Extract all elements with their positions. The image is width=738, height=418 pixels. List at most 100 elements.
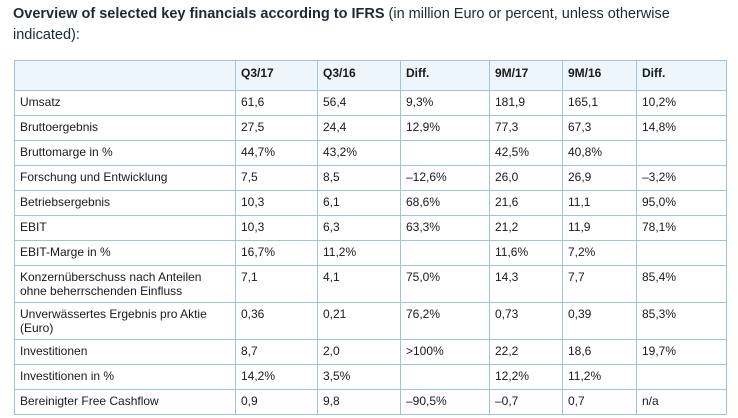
table-cell: 11,9: [562, 215, 637, 241]
table-row: Investitionen 8,7 2,0 >100% 22,2 18,6 19,7%: [14, 339, 727, 365]
table-cell: 8,5: [317, 165, 401, 191]
table-cell: 26,0: [489, 165, 563, 191]
column-header: Q3/17: [235, 60, 318, 91]
column-header: [14, 60, 236, 91]
table-cell: 26,9: [562, 165, 637, 191]
table-cell: 12,9%: [400, 115, 490, 141]
table-cell: 2,0: [317, 339, 401, 365]
table-cell: 11,1: [562, 190, 637, 216]
table-cell: 11,2%: [562, 364, 637, 390]
table-cell: 7,5: [235, 165, 318, 191]
table-cell: 21,2: [489, 215, 563, 241]
table-cell: 24,4: [317, 115, 401, 141]
table-row: Investitionen in % 14,2% 3,5% 12,2% 11,2%: [14, 364, 727, 390]
table-row: Bereinigter Free Cashflow 0,9 9,8 –90,5% –0,…: [14, 389, 727, 415]
table-cell: 10,2%: [636, 90, 727, 116]
table-row: EBIT-Marge in % 16,7% 11,2% 11,6% 7,2%: [14, 240, 727, 266]
row-label: EBIT-Marge in %: [14, 240, 236, 266]
table-cell: >100%: [400, 339, 490, 365]
table-cell: 22,2: [489, 339, 563, 365]
column-header: Q3/16: [317, 60, 401, 91]
heading-bold: Overview of selected key financials acco…: [13, 6, 385, 22]
row-label: Konzernüberschuss nach Anteilen ohne beh…: [14, 265, 236, 303]
column-header: 9M/16: [562, 60, 637, 91]
table-cell: n/a: [636, 389, 727, 415]
table-cell: 7,2%: [562, 240, 637, 266]
table-cell: 0,21: [317, 302, 401, 340]
table-cell: 0,36: [235, 302, 318, 340]
table-cell: 0,73: [489, 302, 563, 340]
table-cell: 14,3: [489, 265, 563, 303]
table-cell: 85,4%: [636, 265, 727, 303]
row-label: Investitionen: [14, 339, 236, 365]
page-heading: Overview of selected key financials acco…: [13, 4, 728, 46]
table-cell: 12,2%: [489, 364, 563, 390]
table-cell: 0,39: [562, 302, 637, 340]
table-cell: 68,6%: [400, 190, 490, 216]
row-label: Bereinigter Free Cashflow: [14, 389, 236, 415]
heading-note: (in million Euro or percent, unless othe…: [13, 6, 670, 43]
table-cell: 75,0%: [400, 265, 490, 303]
table-cell: 61,6: [235, 90, 318, 116]
column-header: Diff.: [636, 60, 727, 91]
table-cell: 9,3%: [400, 90, 490, 116]
table-cell: 19,7%: [636, 339, 727, 365]
table-cell: 11,2%: [317, 240, 401, 266]
row-label: Bruttomarge in %: [14, 140, 236, 166]
table-cell: [400, 140, 490, 166]
row-label: Forschung und Entwicklung: [14, 165, 236, 191]
row-label: Investitionen in %: [14, 364, 236, 390]
table-row: Bruttoergebnis 27,5 24,4 12,9% 77,3 67,3 14,8%: [14, 115, 727, 141]
table-cell: 9,8: [317, 389, 401, 415]
table-cell: 16,7%: [235, 240, 318, 266]
table-cell: 6,3: [317, 215, 401, 241]
table-cell: –12,6%: [400, 165, 490, 191]
table-row: Unverwässertes Ergebnis pro Aktie (Euro)…: [14, 302, 727, 340]
table-cell: 181,9: [489, 90, 563, 116]
column-header: Diff.: [400, 60, 490, 91]
row-label: Unverwässertes Ergebnis pro Aktie (Euro): [14, 302, 236, 340]
row-label: EBIT: [14, 215, 236, 241]
table-cell: 63,3%: [400, 215, 490, 241]
table-cell: –0,7: [489, 389, 563, 415]
table-cell: 56,4: [317, 90, 401, 116]
table-cell: 3,5%: [317, 364, 401, 390]
table-cell: 7,1: [235, 265, 318, 303]
table-cell: 6,1: [317, 190, 401, 216]
table-row: Konzernüberschuss nach Anteilen ohne beh…: [14, 265, 727, 303]
table-cell: 18,6: [562, 339, 637, 365]
row-label: Umsatz: [14, 90, 236, 116]
table-cell: 14,8%: [636, 115, 727, 141]
table-cell: 44,7%: [235, 140, 318, 166]
table-cell: 14,2%: [235, 364, 318, 390]
table-row: Umsatz 61,6 56,4 9,3% 181,9 165,1 10,2%: [14, 90, 727, 116]
table-cell: [636, 240, 727, 266]
table-cell: 40,8%: [562, 140, 637, 166]
table-cell: [636, 364, 727, 390]
column-header: 9M/17: [489, 60, 563, 91]
table-cell: 95,0%: [636, 190, 727, 216]
table-header-row: Q3/17 Q3/16 Diff. 9M/17 9M/16 Diff.: [14, 60, 727, 91]
table-cell: 77,3: [489, 115, 563, 141]
table-cell: 11,6%: [489, 240, 563, 266]
table-cell: 0,9: [235, 389, 318, 415]
table-row: Bruttomarge in % 44,7% 43,2% 42,5% 40,8%: [14, 140, 727, 166]
table-cell: 10,3: [235, 215, 318, 241]
table-cell: –3,2%: [636, 165, 727, 191]
table-cell: 78,1%: [636, 215, 727, 241]
table-row: Betriebsergebnis 10,3 6,1 68,6% 21,6 11,1 95,0…: [14, 190, 727, 216]
table-cell: 4,1: [317, 265, 401, 303]
table-cell: 10,3: [235, 190, 318, 216]
table-cell: 7,7: [562, 265, 637, 303]
table-cell: 42,5%: [489, 140, 563, 166]
table-cell: 27,5: [235, 115, 318, 141]
table-cell: 76,2%: [400, 302, 490, 340]
table-cell: 21,6: [489, 190, 563, 216]
table-cell: [400, 240, 490, 266]
table-cell: 165,1: [562, 90, 637, 116]
table-cell: 8,7: [235, 339, 318, 365]
table-cell: –90,5%: [400, 389, 490, 415]
table-cell: 85,3%: [636, 302, 727, 340]
table-cell: [400, 364, 490, 390]
